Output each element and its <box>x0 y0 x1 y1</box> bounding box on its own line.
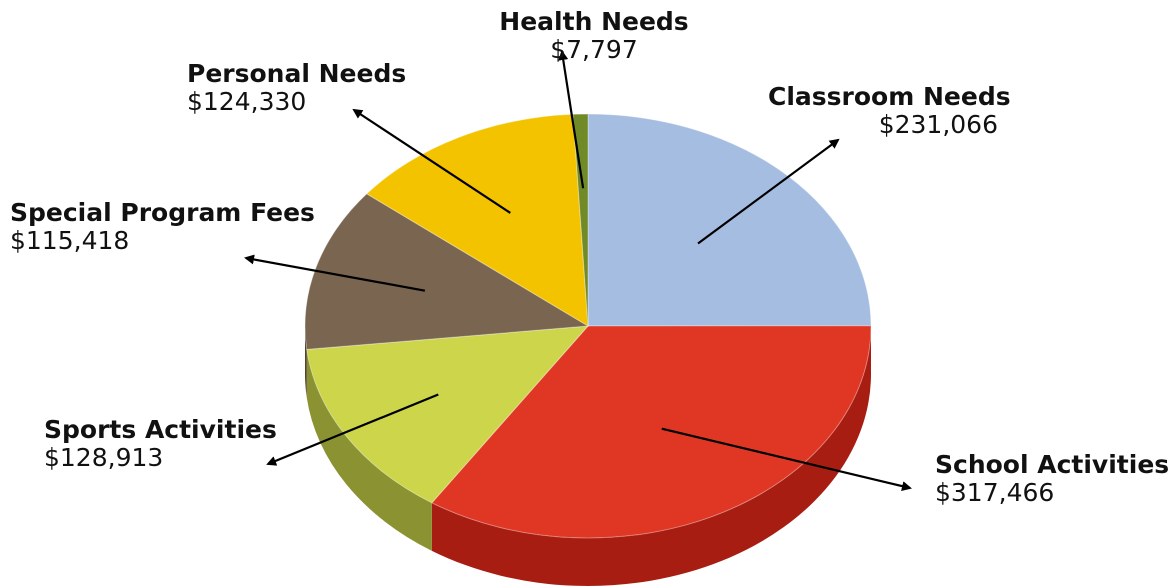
slice-school-activities <box>431 325 872 539</box>
label-sports-activities: Sports Activities $128,913 <box>44 416 277 472</box>
slice-sports-activities <box>306 325 590 504</box>
label-name: Special Program Fees <box>10 198 315 227</box>
label-value: $124,330 <box>187 87 307 116</box>
arrow-school-activities <box>661 427 912 492</box>
arrow-personal-needs <box>352 108 511 214</box>
arrow-sports-activities <box>266 393 439 466</box>
label-classroom-needs: Classroom Needs $231,066 <box>768 82 1011 139</box>
label-name: Classroom Needs <box>768 82 1011 111</box>
slice-personal-needs <box>365 113 589 327</box>
pie-depth <box>305 326 871 586</box>
label-name: School Activities <box>935 450 1170 479</box>
label-health-needs: Health Needs $7,797 <box>494 8 694 64</box>
arrow-health-needs <box>558 50 585 189</box>
label-value: $128,913 <box>44 443 164 472</box>
label-school-activities: School Activities $317,466 <box>935 451 1169 507</box>
arrow-classroom-needs <box>697 138 840 245</box>
label-special-program-fees: Special Program Fees $115,418 <box>10 199 315 255</box>
label-value: $7,797 <box>550 35 638 64</box>
slice-side-sports-activities <box>306 349 432 551</box>
slice-side-special-program-fees <box>305 326 307 398</box>
slice-health-needs <box>572 113 589 327</box>
label-value: $231,066 <box>878 110 998 139</box>
label-personal-needs: Personal Needs $124,330 <box>187 60 406 116</box>
slice-side-school-activities <box>431 326 871 586</box>
label-name: Personal Needs <box>187 59 407 88</box>
arrow-special-program-fees <box>244 254 426 292</box>
slice-special-program-fees <box>304 193 590 350</box>
label-name: Sports Activities <box>44 415 277 444</box>
label-name: Health Needs <box>499 7 689 36</box>
leader-arrows <box>244 50 912 492</box>
label-value: $317,466 <box>935 478 1055 507</box>
label-value: $115,418 <box>10 226 130 255</box>
